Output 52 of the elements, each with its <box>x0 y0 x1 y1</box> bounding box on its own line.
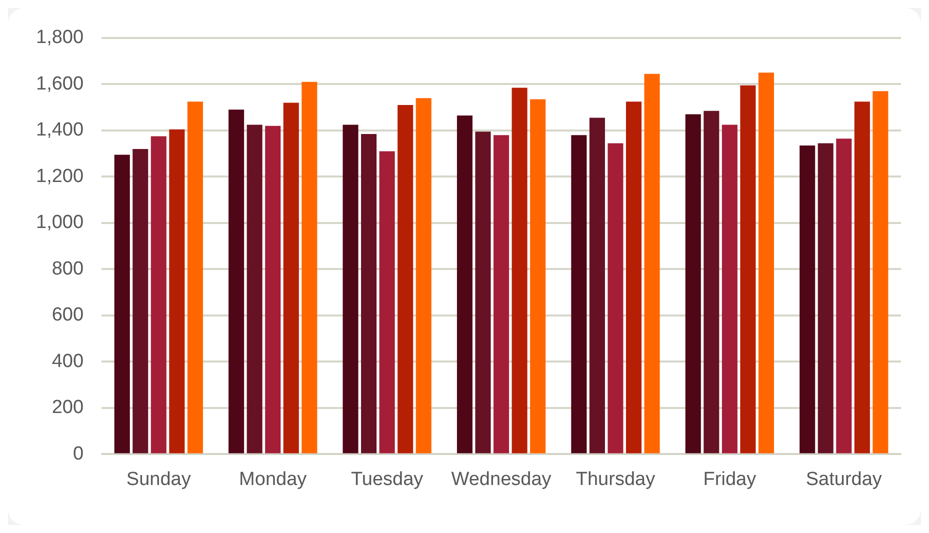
x-tick-label: Friday <box>703 468 757 490</box>
y-tick-label: 0 <box>72 443 84 464</box>
bar <box>169 129 185 454</box>
x-tick-label: Monday <box>239 468 308 490</box>
bar <box>722 124 738 454</box>
bar <box>571 135 587 454</box>
y-tick-label: 400 <box>52 350 84 372</box>
y-tick-label: 1,600 <box>36 73 84 94</box>
bar <box>114 154 130 454</box>
bar <box>854 102 870 454</box>
bar <box>379 151 395 454</box>
y-tick-label: 800 <box>52 258 84 280</box>
y-tick-label: 1,800 <box>36 27 84 48</box>
bar <box>530 99 546 454</box>
bar <box>150 136 166 454</box>
x-tick-label: Wednesday <box>451 468 552 490</box>
y-tick-label: 1,000 <box>36 212 84 234</box>
bar <box>589 118 605 454</box>
bar <box>704 110 720 454</box>
x-tick-label: Saturday <box>806 468 882 490</box>
bar <box>246 124 262 454</box>
x-tick-label: Tuesday <box>350 468 424 490</box>
y-tick-label: 200 <box>52 397 84 418</box>
bar <box>494 135 510 454</box>
bar <box>265 126 281 454</box>
bar <box>456 115 472 454</box>
y-tick-label: 1,200 <box>36 166 84 187</box>
bar <box>361 134 377 454</box>
bar <box>836 138 852 454</box>
bar <box>228 110 244 454</box>
bar <box>626 102 642 454</box>
bar <box>644 74 660 454</box>
y-tick-label: 600 <box>52 304 84 326</box>
bar <box>187 102 203 454</box>
bar <box>398 105 414 454</box>
y-tick-label: 1,400 <box>36 120 84 141</box>
bar <box>302 82 318 454</box>
bar <box>758 72 774 454</box>
bar <box>132 148 148 454</box>
bar <box>608 143 624 454</box>
bar <box>740 85 756 454</box>
bar <box>685 114 701 454</box>
bar <box>800 146 816 454</box>
bar <box>342 124 358 454</box>
bar <box>818 143 834 454</box>
x-tick-label: Thursday <box>576 468 656 490</box>
bar <box>475 132 491 454</box>
bar <box>416 98 432 454</box>
x-tick-label: Sunday <box>126 468 192 490</box>
bar <box>283 102 299 454</box>
bar <box>512 88 528 454</box>
bar <box>872 91 888 454</box>
